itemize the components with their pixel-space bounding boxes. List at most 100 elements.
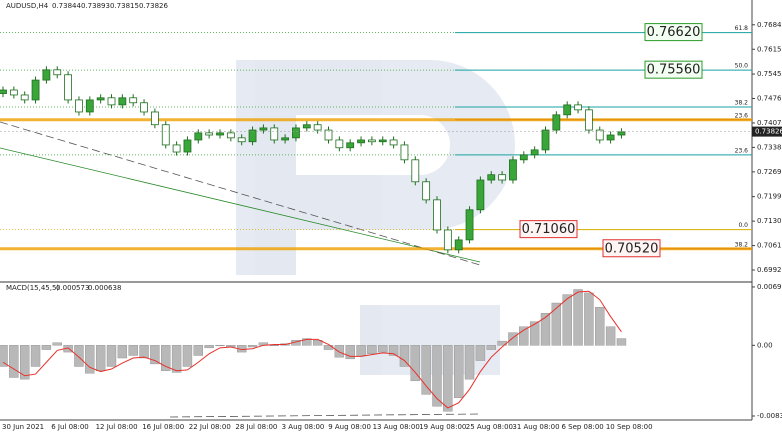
fib-ratio: 61.8 xyxy=(735,25,749,32)
candle-body xyxy=(216,132,224,136)
candle-body xyxy=(378,139,387,143)
panel-separator xyxy=(0,281,752,283)
candle-body xyxy=(465,209,474,241)
x-tick-label: 16 Jul 08:00 xyxy=(142,423,184,431)
macd-bar xyxy=(247,345,258,348)
fib-ratio: 38.2 xyxy=(735,241,749,248)
header-value: 0.73826 xyxy=(139,2,168,10)
signal-line xyxy=(2,290,622,409)
macd-bar xyxy=(616,338,627,346)
fib-ratio: 50.0 xyxy=(735,63,749,70)
candle-body xyxy=(335,139,344,149)
macd-bar xyxy=(204,345,214,349)
macd-bar xyxy=(30,345,41,367)
x-tick-label: 25 Aug 08:00 xyxy=(466,423,513,431)
candle-body xyxy=(205,132,214,136)
macd-bar xyxy=(584,292,594,346)
macd-bar xyxy=(388,345,399,356)
price-box xyxy=(644,23,703,42)
macd-title: MACD(15,45,5) xyxy=(6,284,59,292)
macd-bar xyxy=(41,345,52,350)
candle-body xyxy=(541,129,550,151)
candle-body xyxy=(552,114,561,131)
x-tick-label: 3 Aug 08:00 xyxy=(282,423,325,431)
price-box-label: 0.70520 xyxy=(605,241,659,256)
candle-body xyxy=(476,179,485,211)
candle-body xyxy=(530,149,539,156)
macd-bar xyxy=(193,345,204,356)
macd-bar xyxy=(323,345,334,350)
macd-bar xyxy=(117,345,128,359)
macd-bar xyxy=(171,345,182,373)
price-box-label: 0.76620 xyxy=(647,25,701,40)
macd-bar xyxy=(269,345,279,347)
x-tick-label: 12 Jul 08:00 xyxy=(96,423,138,431)
y-tick-label: 0.69920 xyxy=(757,266,782,274)
macd-bar xyxy=(0,345,8,367)
candle-body xyxy=(259,127,268,131)
macd-bar xyxy=(562,294,572,346)
x-tick-label: 10 Sep 08:00 xyxy=(606,423,653,431)
price-box xyxy=(602,239,661,258)
candle-body xyxy=(20,94,29,101)
candle-body xyxy=(270,127,279,141)
candle-body xyxy=(595,129,604,141)
candle-body xyxy=(617,131,626,136)
header-value: 0.000638 xyxy=(88,284,121,292)
fib-ratio: 23.6 xyxy=(735,147,749,154)
macd-bar xyxy=(410,345,420,382)
last-price-tag xyxy=(752,126,782,137)
candle-body xyxy=(509,159,517,181)
candle-body xyxy=(107,97,116,106)
candle-body xyxy=(519,154,528,161)
x-tick-label: 9 Aug 08:00 xyxy=(328,423,371,431)
fib-ratio: 0.0 xyxy=(738,222,748,229)
symbol-title: AUDUSD,H4 xyxy=(6,2,49,10)
macd-bar xyxy=(605,326,616,346)
candle-body xyxy=(64,74,72,101)
macd-bar xyxy=(378,345,388,353)
candle-body xyxy=(9,89,18,96)
macd-bar xyxy=(312,340,323,346)
macd-bar xyxy=(454,345,464,398)
y-tick-label: -0.008356 xyxy=(757,412,782,420)
x-tick-label: 6 Sep 08:00 xyxy=(561,423,603,431)
header-value: 0.73844 xyxy=(52,2,81,10)
x-tick-label: 13 Aug 08:00 xyxy=(373,423,420,431)
fib-ratio: 23.6 xyxy=(735,112,749,119)
macd-bar xyxy=(475,345,486,361)
candle-body xyxy=(140,102,148,113)
macd-bar xyxy=(519,326,529,346)
candle-body xyxy=(313,124,322,131)
fib-ratio: 38.2 xyxy=(735,100,749,107)
macd-bar xyxy=(106,345,117,367)
macd-bar xyxy=(551,302,562,346)
candle-body xyxy=(118,97,127,106)
macd-bar xyxy=(464,345,475,380)
price-box-label: 0.75560 xyxy=(647,63,701,78)
x-tick-label: 19 Aug 08:00 xyxy=(419,423,466,431)
candle-body xyxy=(606,134,615,141)
candle-body xyxy=(85,99,94,113)
macd-bar xyxy=(95,345,106,371)
header-value: 0.73815 xyxy=(110,2,139,10)
trend-line xyxy=(0,147,481,263)
header-value: 0.73893 xyxy=(81,2,110,10)
macd-bar xyxy=(161,345,171,371)
candle-body xyxy=(194,132,203,141)
watermark xyxy=(236,60,515,375)
candle-body xyxy=(237,137,246,143)
candle-body xyxy=(574,104,582,111)
candle-body xyxy=(248,129,257,143)
macd-bar xyxy=(443,345,453,412)
macd-bar xyxy=(421,345,431,395)
macd-bar xyxy=(139,345,149,359)
macd-bar xyxy=(74,345,84,367)
candle-body xyxy=(129,97,138,104)
candle-body xyxy=(0,89,7,94)
